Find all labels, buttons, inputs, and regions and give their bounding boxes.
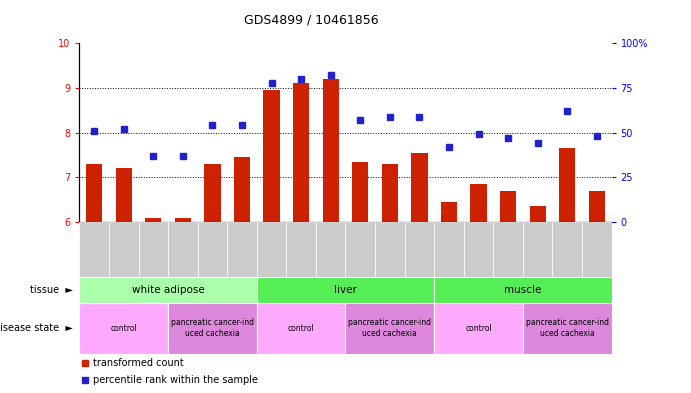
Bar: [464, 43, 493, 222]
Bar: [434, 277, 612, 303]
Text: control: control: [287, 324, 314, 332]
Bar: [523, 222, 552, 277]
Bar: [139, 43, 168, 222]
Bar: [523, 43, 552, 222]
Bar: [559, 148, 576, 222]
Bar: [434, 303, 523, 354]
Bar: [79, 43, 109, 222]
Bar: [441, 202, 457, 222]
Bar: [227, 222, 257, 277]
Bar: [552, 43, 582, 222]
Bar: [552, 222, 582, 277]
Bar: [405, 43, 434, 222]
Bar: [115, 168, 132, 222]
Bar: [381, 164, 398, 222]
Text: pancreatic cancer-ind
uced cachexia: pancreatic cancer-ind uced cachexia: [348, 318, 431, 338]
Bar: [411, 153, 428, 222]
Text: tissue  ►: tissue ►: [30, 285, 73, 295]
Bar: [434, 43, 464, 222]
Bar: [589, 191, 605, 222]
Bar: [434, 222, 464, 277]
Bar: [263, 90, 280, 222]
Bar: [464, 222, 493, 277]
Bar: [582, 43, 612, 222]
Bar: [145, 218, 162, 222]
Bar: [198, 222, 227, 277]
Bar: [175, 218, 191, 222]
Bar: [257, 43, 286, 222]
Bar: [257, 303, 346, 354]
Bar: [234, 157, 250, 222]
Bar: [352, 162, 368, 222]
Text: pancreatic cancer-ind
uced cachexia: pancreatic cancer-ind uced cachexia: [171, 318, 254, 338]
Bar: [471, 184, 486, 222]
Bar: [493, 222, 523, 277]
Text: control: control: [465, 324, 492, 332]
Bar: [168, 303, 257, 354]
Bar: [375, 43, 405, 222]
Bar: [286, 43, 316, 222]
Text: GDS4899 / 10461856: GDS4899 / 10461856: [244, 14, 378, 27]
Bar: [323, 79, 339, 222]
Text: disease state  ►: disease state ►: [0, 323, 73, 333]
Bar: [293, 83, 310, 222]
Bar: [316, 222, 346, 277]
Bar: [523, 303, 612, 354]
Bar: [168, 222, 198, 277]
Bar: [346, 43, 375, 222]
Bar: [79, 277, 257, 303]
Bar: [79, 222, 109, 277]
Bar: [316, 43, 346, 222]
Bar: [205, 164, 220, 222]
Bar: [286, 222, 316, 277]
Bar: [257, 222, 286, 277]
Text: percentile rank within the sample: percentile rank within the sample: [93, 375, 258, 385]
Bar: [109, 43, 139, 222]
Bar: [109, 222, 139, 277]
Text: muscle: muscle: [504, 285, 542, 295]
Bar: [346, 303, 434, 354]
Bar: [198, 43, 227, 222]
Bar: [500, 191, 516, 222]
Bar: [227, 43, 257, 222]
Text: liver: liver: [334, 285, 357, 295]
Bar: [375, 222, 405, 277]
Bar: [139, 222, 168, 277]
Bar: [257, 277, 434, 303]
Text: transformed count: transformed count: [93, 358, 184, 367]
Text: pancreatic cancer-ind
uced cachexia: pancreatic cancer-ind uced cachexia: [526, 318, 609, 338]
Bar: [86, 164, 102, 222]
Bar: [79, 303, 168, 354]
Bar: [493, 43, 523, 222]
Text: white adipose: white adipose: [132, 285, 205, 295]
Bar: [529, 206, 546, 222]
Text: control: control: [111, 324, 138, 332]
Bar: [168, 43, 198, 222]
Bar: [582, 222, 612, 277]
Bar: [346, 222, 375, 277]
Bar: [405, 222, 434, 277]
